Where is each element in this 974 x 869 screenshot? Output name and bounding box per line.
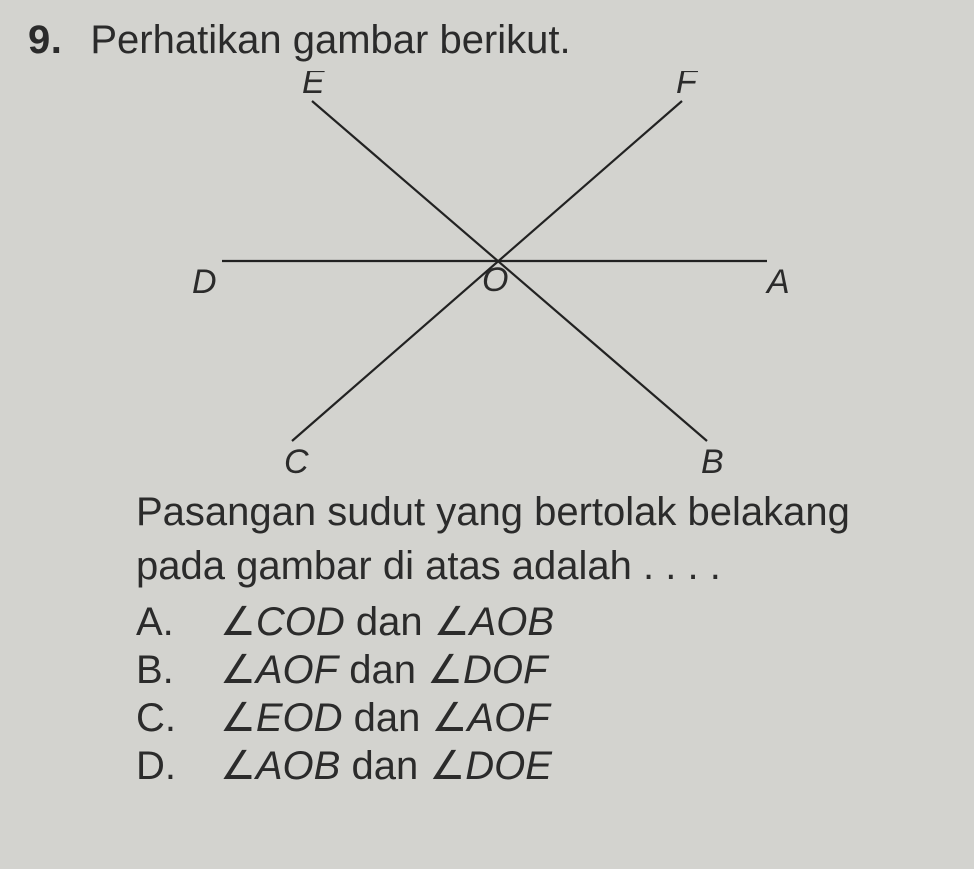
option-d[interactable]: D. ∠AOB dan ∠DOE (136, 743, 946, 789)
option-c-conj: dan (354, 696, 421, 740)
option-b-letter: B. (136, 648, 182, 693)
prompt-line-2: pada gambar di atas adalah . . . . (136, 539, 946, 593)
angle-icon: ∠ (220, 696, 256, 740)
option-a-conj: dan (356, 600, 423, 644)
option-a-lhs: COD (256, 600, 345, 644)
question-header: 9. Perhatikan gambar berikut. (28, 18, 946, 63)
option-b-lhs: AOF (256, 648, 338, 692)
diagram-container: E F D A C B O (28, 71, 946, 481)
point-label-D: D (192, 263, 217, 301)
question-number: 9. (28, 18, 62, 63)
angle-icon: ∠ (220, 744, 256, 788)
angle-icon: ∠ (220, 648, 256, 692)
question-title: Perhatikan gambar berikut. (90, 18, 570, 63)
angle-icon: ∠ (427, 648, 463, 692)
option-c-letter: C. (136, 696, 182, 741)
option-d-rhs: DOE (465, 744, 552, 788)
option-d-lhs: AOB (256, 744, 340, 788)
page: 9. Perhatikan gambar berikut. E F D A C B O Pa… (0, 0, 974, 869)
option-d-text: ∠AOB dan ∠DOE (220, 743, 552, 789)
point-label-O: O (482, 261, 508, 299)
point-label-F: F (676, 71, 699, 101)
point-label-A: A (765, 263, 790, 301)
option-b-rhs: DOF (463, 648, 547, 692)
question-prompt: Pasangan sudut yang bertolak belakang pa… (136, 485, 946, 593)
point-label-E: E (302, 71, 325, 101)
angle-icon: ∠ (432, 696, 468, 740)
point-label-B: B (701, 443, 724, 481)
option-b-text: ∠AOF dan ∠DOF (220, 647, 547, 693)
prompt-line-1: Pasangan sudut yang bertolak belakang (136, 485, 946, 539)
option-a-letter: A. (136, 600, 182, 645)
line-EB (312, 101, 707, 441)
angle-icon: ∠ (434, 600, 470, 644)
option-a-rhs: AOB (470, 600, 554, 644)
option-c-rhs: AOF (467, 696, 549, 740)
option-c-text: ∠EOD dan ∠AOF (220, 695, 550, 741)
option-d-letter: D. (136, 744, 182, 789)
geometry-diagram: E F D A C B O (127, 71, 847, 481)
option-a-text: ∠COD dan ∠AOB (220, 599, 554, 645)
angle-icon: ∠ (220, 600, 256, 644)
angle-icon: ∠ (429, 744, 465, 788)
option-c-lhs: EOD (256, 696, 343, 740)
option-d-conj: dan (351, 744, 418, 788)
point-label-C: C (284, 443, 309, 481)
option-a[interactable]: A. ∠COD dan ∠AOB (136, 599, 946, 645)
option-c[interactable]: C. ∠EOD dan ∠AOF (136, 695, 946, 741)
option-b[interactable]: B. ∠AOF dan ∠DOF (136, 647, 946, 693)
option-b-conj: dan (349, 648, 416, 692)
answer-options: A. ∠COD dan ∠AOB B. ∠AOF dan ∠DOF C. ∠EO… (136, 599, 946, 789)
